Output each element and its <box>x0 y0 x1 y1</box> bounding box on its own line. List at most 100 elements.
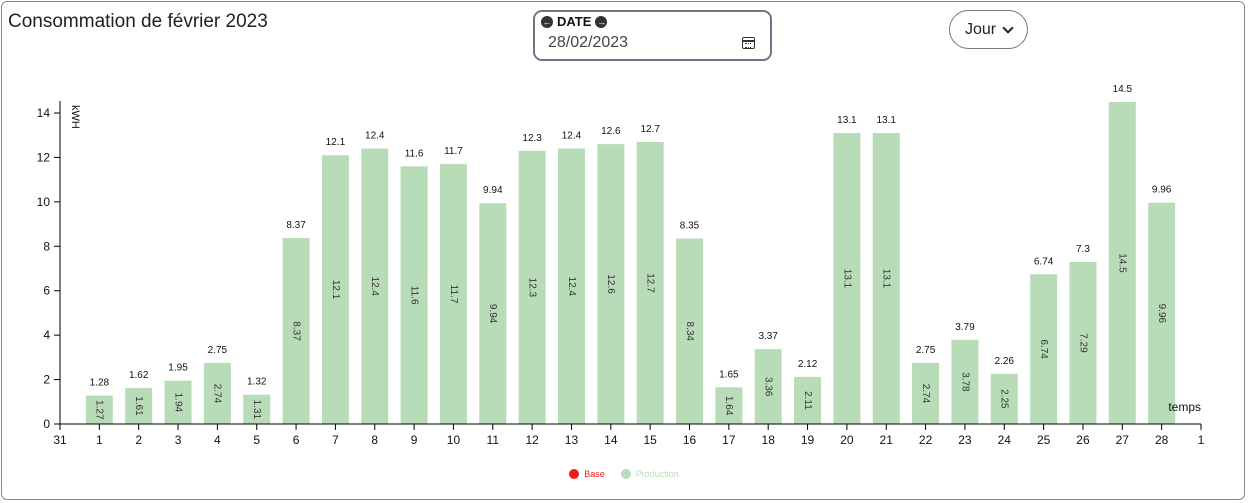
bar-top-label: 1.65 <box>719 369 739 380</box>
x-tick-label: 19 <box>801 433 815 447</box>
x-tick-label: 20 <box>840 433 854 447</box>
bar <box>125 388 153 424</box>
bar <box>557 148 585 425</box>
bar <box>951 339 979 424</box>
bar <box>400 166 428 425</box>
x-tick-label: 9 <box>411 433 418 447</box>
y-tick-label: 4 <box>43 328 50 342</box>
bar-inner-label: 12.4 <box>566 277 577 297</box>
bar <box>1108 101 1136 425</box>
bar-top-label: 12.7 <box>640 124 660 135</box>
bar-top-label: 12.6 <box>601 126 621 137</box>
x-tick-label: 6 <box>293 433 300 447</box>
bar-top-label: 1.28 <box>90 378 110 389</box>
bar-top-label: 12.1 <box>326 137 346 148</box>
x-tick-label: 2 <box>135 433 142 447</box>
bar-inner-label: 1.31 <box>251 400 262 420</box>
calendar-icon[interactable] <box>742 37 755 49</box>
bar-top-label: 12.3 <box>522 133 542 144</box>
arrow-right-circle-icon[interactable]: → <box>595 15 608 28</box>
x-tick-label: 13 <box>565 433 579 447</box>
bar-top-label: 3.37 <box>758 331 778 342</box>
bar-top-label: 12.4 <box>365 131 385 142</box>
bar <box>715 387 743 424</box>
bar <box>872 132 900 424</box>
date-picker[interactable]: ← DATE → 28/02/2023 <box>533 10 772 61</box>
bar-inner-label: 8.37 <box>290 321 301 341</box>
bar-inner-label: 7.29 <box>1077 333 1088 353</box>
bar <box>164 380 192 424</box>
bar <box>243 394 271 424</box>
bar-top-label: 2.75 <box>916 345 936 356</box>
x-tick-label: 1 <box>1198 433 1205 447</box>
y-axis-label: kWH <box>69 105 81 129</box>
bar <box>754 349 782 424</box>
date-label: DATE <box>557 14 592 29</box>
x-tick-label: 28 <box>1155 433 1169 447</box>
y-tick-label: 6 <box>43 284 50 298</box>
bar-inner-label: 11.6 <box>408 286 419 305</box>
bar-top-label: 2.12 <box>798 359 818 370</box>
bar <box>597 144 625 424</box>
bar-top-label: 9.96 <box>1152 185 1172 196</box>
bar-inner-label: 11.7 <box>448 285 459 304</box>
bar-inner-label: 8.34 <box>684 322 695 342</box>
bar-top-label: 8.35 <box>680 221 700 232</box>
x-tick-label: 16 <box>683 433 697 447</box>
x-axis-label: temps <box>1168 400 1201 414</box>
bar <box>1148 202 1176 424</box>
bar <box>676 238 704 424</box>
bar-top-label: 3.79 <box>955 322 975 333</box>
bar-inner-label: 1.64 <box>723 396 734 416</box>
bar <box>794 376 822 424</box>
bar <box>1030 274 1058 424</box>
bar-top-label: 1.62 <box>129 370 149 381</box>
x-tick-label: 22 <box>919 433 933 447</box>
bar-top-label: 6.74 <box>1034 256 1054 267</box>
bar-inner-label: 2.74 <box>920 384 931 404</box>
bar-inner-label: 12.1 <box>330 280 341 300</box>
bar-inner-label: 2.74 <box>212 384 223 404</box>
bar <box>282 238 310 424</box>
y-tick-label: 14 <box>37 106 51 120</box>
x-tick-label: 18 <box>762 433 776 447</box>
x-tick-label: 1 <box>96 433 103 447</box>
y-tick-label: 10 <box>37 195 51 209</box>
bar-inner-label: 2.11 <box>802 391 813 410</box>
bar-inner-label: 2.25 <box>999 389 1010 409</box>
arrow-left-circle-icon[interactable]: ← <box>541 15 553 28</box>
bar-inner-label: 3.36 <box>763 377 774 397</box>
bar-inner-label: 14.5 <box>1117 253 1128 273</box>
x-tick-label: 14 <box>604 433 618 447</box>
legend-label: Base <box>584 469 605 479</box>
bar-inner-label: 9.94 <box>487 304 498 324</box>
period-select[interactable]: Jour <box>949 10 1028 49</box>
x-tick-label: 7 <box>332 433 339 447</box>
bar-top-label: 2.75 <box>208 345 228 356</box>
bar-top-label: 13.1 <box>837 115 857 126</box>
legend-dot-icon <box>620 469 631 479</box>
x-tick-label: 3 <box>175 433 182 447</box>
y-tick-label: 8 <box>43 239 50 253</box>
bar-top-label: 1.32 <box>247 377 267 388</box>
bar-top-label: 2.26 <box>995 356 1015 367</box>
x-tick-label: 27 <box>1116 433 1130 447</box>
bar-inner-label: 1.61 <box>133 396 144 416</box>
legend-item[interactable]: Base <box>569 469 605 479</box>
bar-inner-label: 3.78 <box>959 372 970 392</box>
bar <box>479 203 507 424</box>
date-nav: ← DATE → <box>541 14 608 29</box>
bar <box>85 395 113 424</box>
bar-top-label: 13.1 <box>877 115 897 126</box>
bar <box>439 164 467 425</box>
legend-label: Production <box>635 469 679 479</box>
x-tick-label: 11 <box>487 433 500 447</box>
date-input[interactable]: 28/02/2023 <box>548 34 629 51</box>
bar-top-label: 9.94 <box>483 185 503 196</box>
legend-item[interactable]: Production <box>620 469 679 479</box>
bar-top-label: 12.4 <box>562 131 582 142</box>
x-tick-label: 23 <box>958 433 972 447</box>
bar-inner-label: 1.94 <box>172 393 183 413</box>
y-tick-label: 12 <box>37 150 51 164</box>
